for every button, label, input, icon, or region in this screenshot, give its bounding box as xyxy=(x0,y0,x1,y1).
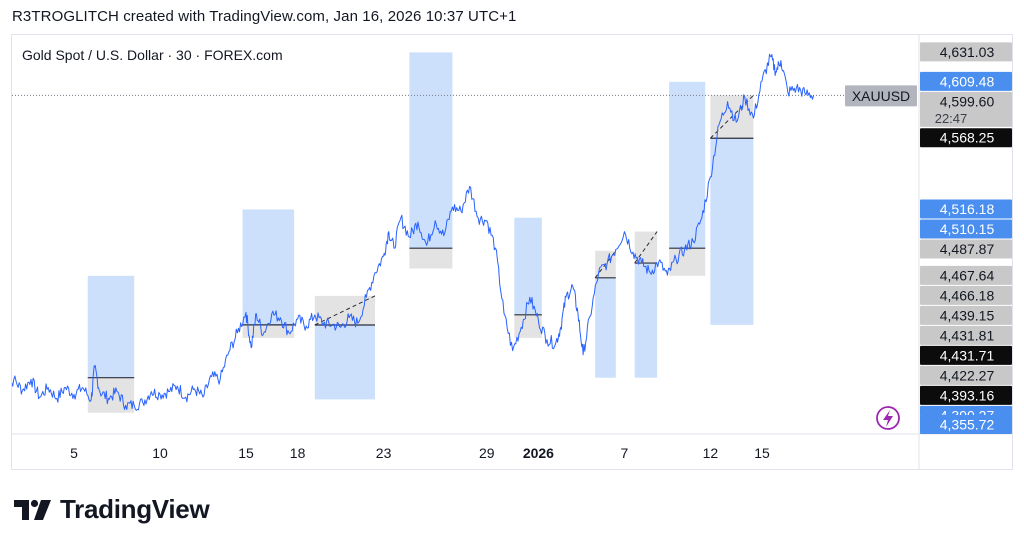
target-zone-16 xyxy=(710,138,754,325)
stop-zone-15 xyxy=(669,248,706,276)
price-axis-label-0: 4,631.03 xyxy=(940,44,995,60)
price-axis-label-8: 4,466.18 xyxy=(940,287,995,303)
price-axis-label-bg-9 xyxy=(920,305,1012,325)
chart-frame xyxy=(11,34,1013,470)
price-axis-label-bg-1 xyxy=(920,71,1012,91)
x-tick-label-2: 15 xyxy=(238,445,254,461)
price-axis-label-bg-11 xyxy=(920,345,1012,365)
target-zone-0 xyxy=(87,275,135,378)
x-tick-label-5: 29 xyxy=(479,445,495,461)
target-zone-14 xyxy=(669,81,706,249)
price-axis-label-bg-17 xyxy=(920,415,1012,434)
price-axis-label-bg-12 xyxy=(920,365,1012,385)
chart-caption: R3TROGLITCH created with TradingView.com… xyxy=(12,8,517,25)
price-axis-label-1: 4,609.48 xyxy=(940,73,995,89)
price-axis-label-bg-3 xyxy=(920,128,1012,148)
price-axis-label-bg-8 xyxy=(920,285,1012,305)
countdown-label: 22:47 xyxy=(935,111,968,126)
price-axis-label-2: 4,599.60 xyxy=(940,93,995,109)
target-zone-6 xyxy=(409,52,453,249)
price-axis-label-bg-5 xyxy=(920,219,1012,239)
price-axis-label-7: 4,467.64 xyxy=(940,267,995,283)
tradingview-wordmark: TradingView xyxy=(60,494,210,524)
x-tick-label-1: 10 xyxy=(152,445,168,461)
price-axis-label-bg-2 xyxy=(920,91,1012,127)
price-axis-label-3: 4,568.25 xyxy=(940,130,995,146)
price-axis-label-10: 4,431.81 xyxy=(940,327,995,343)
target-zone-2 xyxy=(242,209,295,325)
price-axis-label-12: 4,422.27 xyxy=(940,367,995,383)
price-axis-label-bg-10 xyxy=(920,325,1012,345)
price-axis-label-bg-4 xyxy=(920,199,1012,219)
price-axis-label-9: 4,439.15 xyxy=(940,307,995,323)
stop-zone-3 xyxy=(242,324,295,338)
tradingview-brand: TradingView xyxy=(14,494,210,525)
x-tick-label-7: 7 xyxy=(621,445,629,461)
symbol-tag-bg xyxy=(845,85,917,107)
x-tick-label-9: 15 xyxy=(754,445,770,461)
price-series-line xyxy=(12,53,815,411)
price-axis-label-4: 4,516.18 xyxy=(940,201,995,217)
price-axis-label-bg-7 xyxy=(920,265,1012,285)
symbol-legend[interactable]: Gold Spot / U.S. Dollar · 30 · FOREX.com xyxy=(22,47,283,63)
price-axis-label-bg-6 xyxy=(920,239,1012,259)
x-tick-label-0: 5 xyxy=(70,445,78,461)
stop-zone-13 xyxy=(634,231,658,264)
lightning-icon xyxy=(883,410,893,427)
tradingview-logo-icon xyxy=(14,499,51,520)
price-axis-label-17: 4,355.72 xyxy=(940,417,995,433)
price-axis-label-13: 4,393.16 xyxy=(940,387,995,403)
x-tick-label-8: 12 xyxy=(703,445,719,461)
x-tick-label-6: 2026 xyxy=(523,445,554,461)
symbol-tag: XAUUSD xyxy=(852,88,910,104)
price-axis-label-11: 4,431.71 xyxy=(940,347,995,363)
price-axis-label-6: 4,487.87 xyxy=(940,241,995,257)
target-zone-10 xyxy=(595,277,616,378)
target-zone-12 xyxy=(634,263,658,378)
target-zone-5 xyxy=(314,324,375,400)
x-tick-label-4: 23 xyxy=(376,445,392,461)
target-zone-8 xyxy=(514,217,542,315)
price-axis-label-5: 4,510.15 xyxy=(940,221,995,237)
price-axis-label-bg-0 xyxy=(920,42,1012,62)
stop-zone-7 xyxy=(409,248,453,269)
x-tick-label-3: 18 xyxy=(290,445,306,461)
price-axis-label-bg-13 xyxy=(920,385,1012,405)
stop-zone-9 xyxy=(514,314,542,338)
